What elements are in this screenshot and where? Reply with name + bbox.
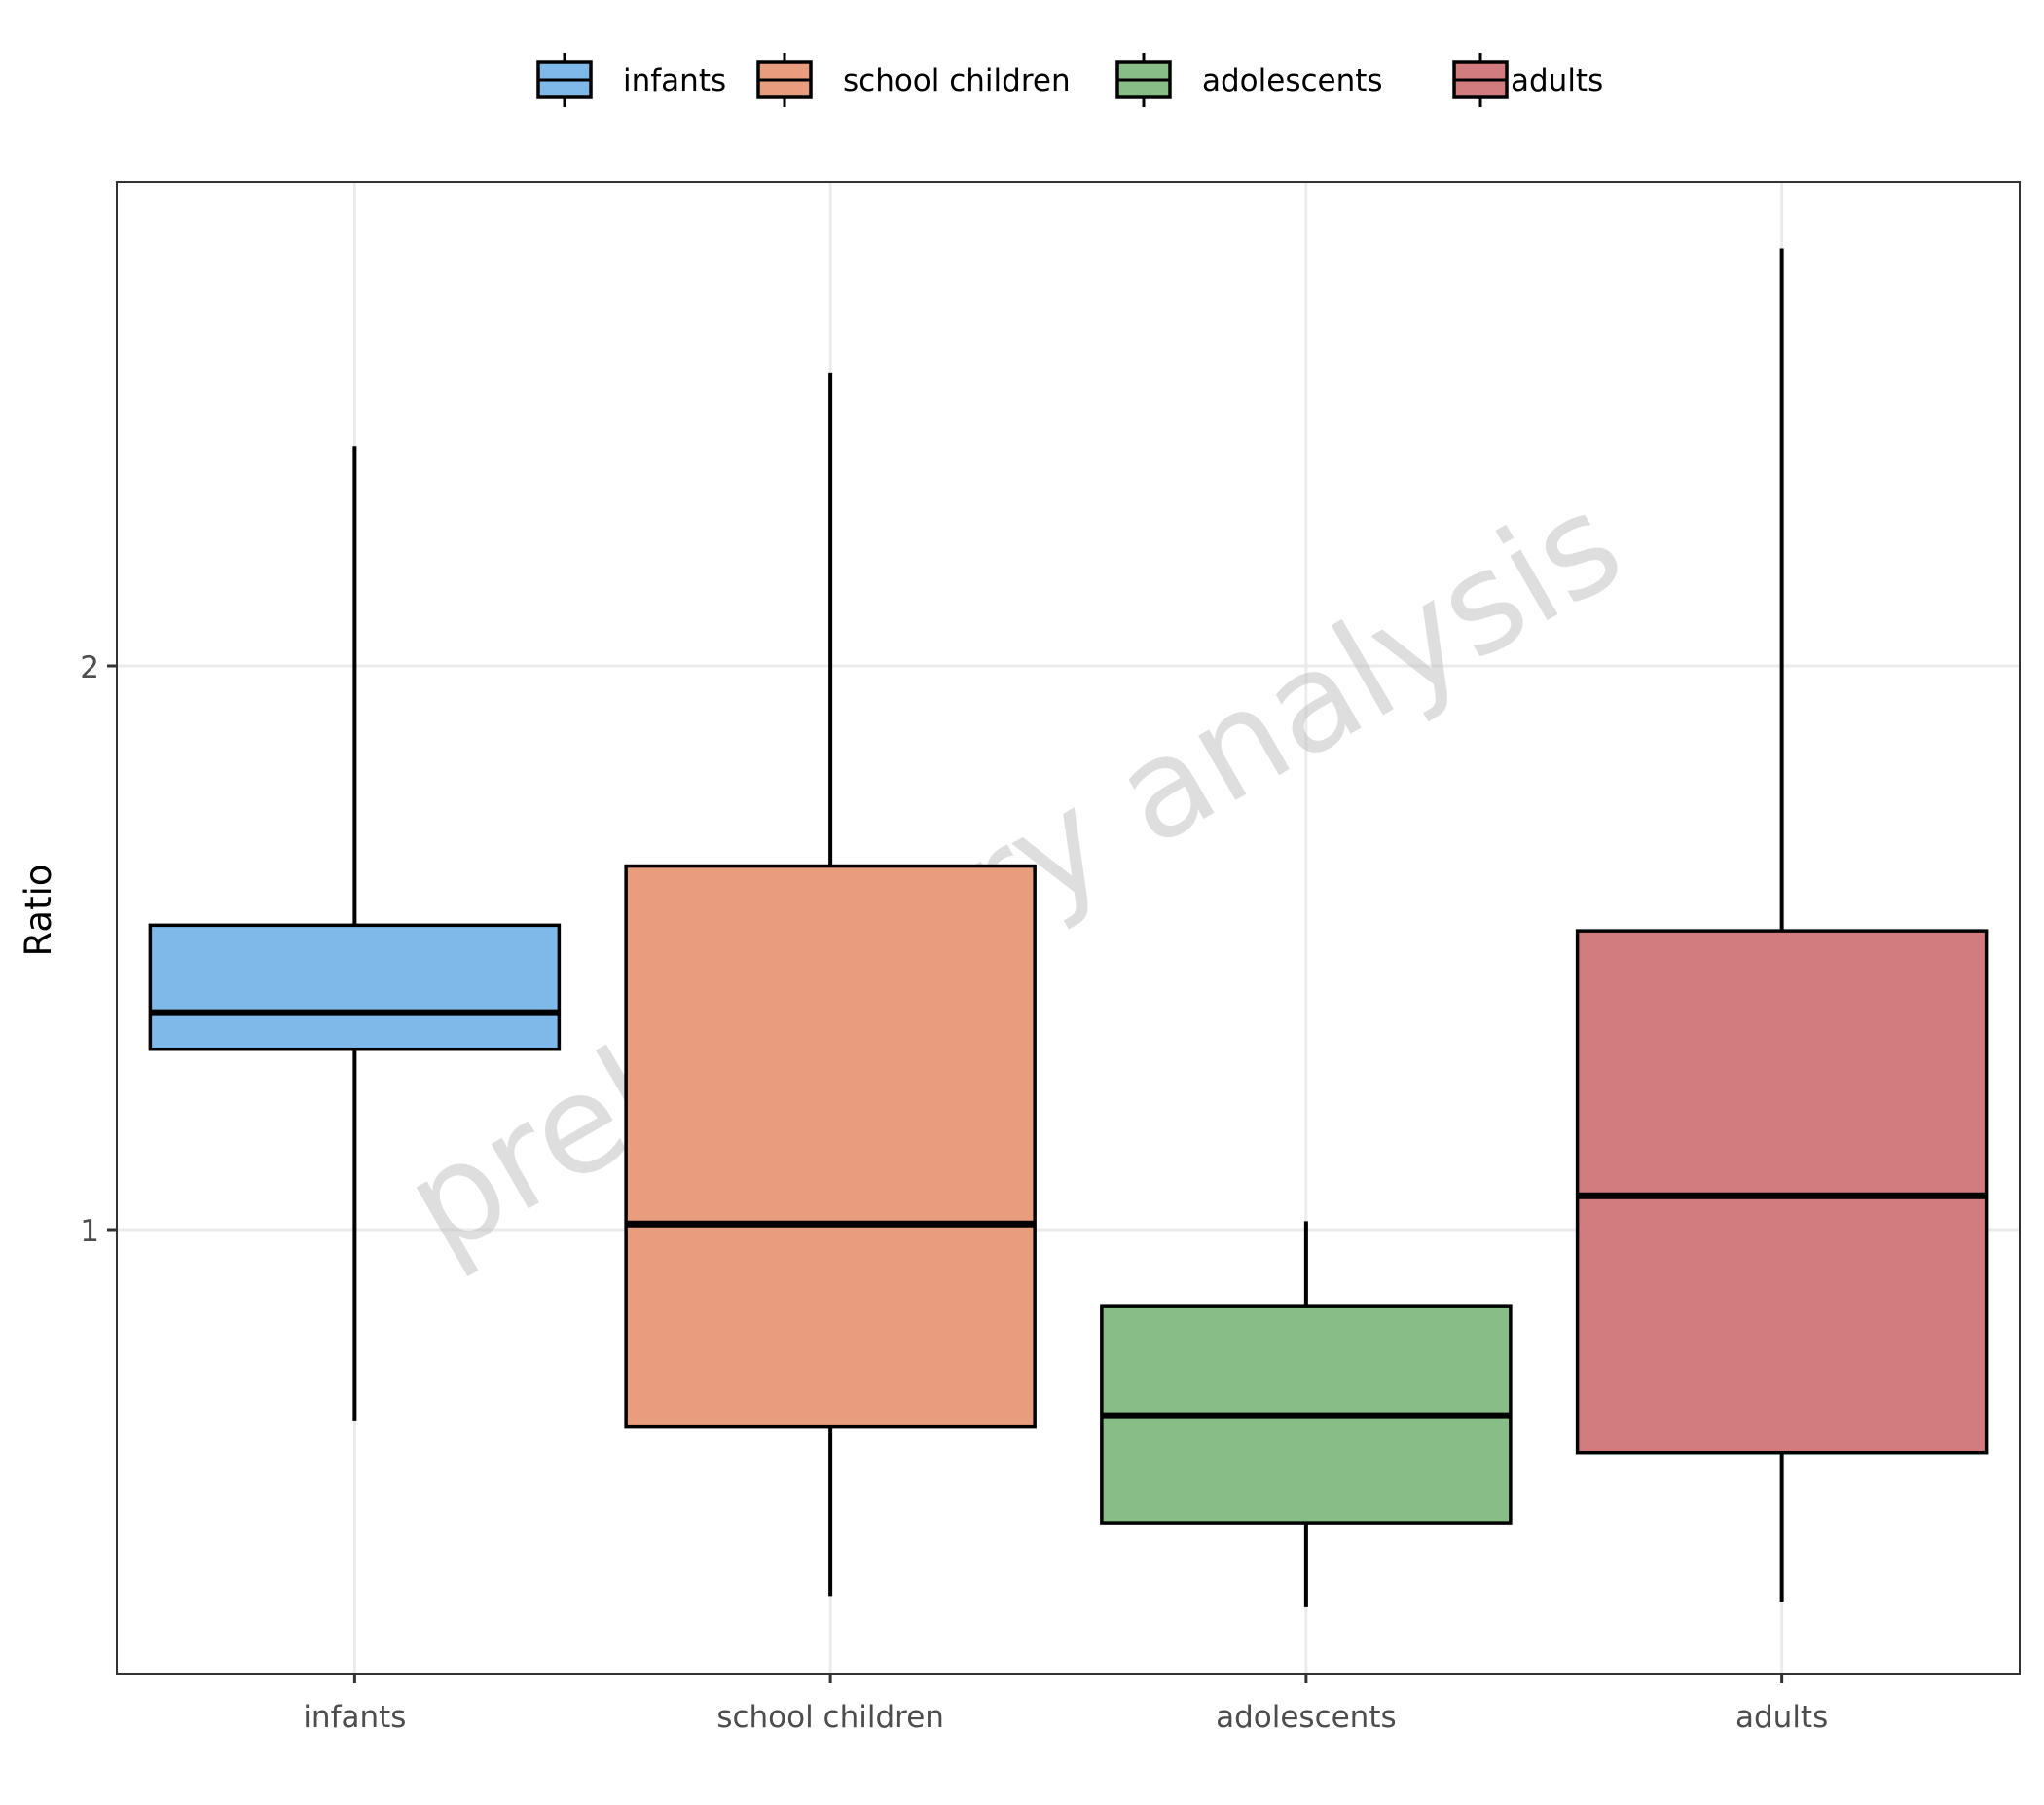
legend-item-infants: infants [536,53,726,107]
legend-label: adolescents [1202,63,1383,98]
y-axis: 12 [80,650,117,1249]
x-tick-label: adolescents [1216,1700,1397,1735]
box-infants [148,446,562,1421]
legend: infants school children adolescents adults [536,53,1603,107]
plot-panel-border [116,181,2021,1675]
legend-item-school-children: school children [756,53,1071,107]
x-tick-label: school children [716,1700,944,1735]
legend-item-adolescents: adolescents [1115,53,1383,107]
y-tick-label: 1 [80,1214,99,1249]
x-tick-label: adults [1735,1700,1828,1735]
y-tick-label: 2 [80,650,99,685]
box-school-children [624,372,1037,1597]
box-adolescents [1100,1221,1513,1607]
legend-label: school children [843,63,1071,98]
legend-label: adults [1511,63,1603,98]
y-axis-title: Ratio [18,865,59,957]
iqr-box [624,864,1037,1429]
legend-label: infants [623,63,726,98]
iqr-box [1575,929,1989,1455]
boxes [148,248,1989,1607]
box-adults [1575,248,1989,1602]
legend-item-adults: adults [1452,53,1603,107]
x-axis: infants school children adolescents adults [303,1674,1828,1735]
x-tick-label: infants [303,1700,406,1735]
iqr-box [148,923,562,1051]
